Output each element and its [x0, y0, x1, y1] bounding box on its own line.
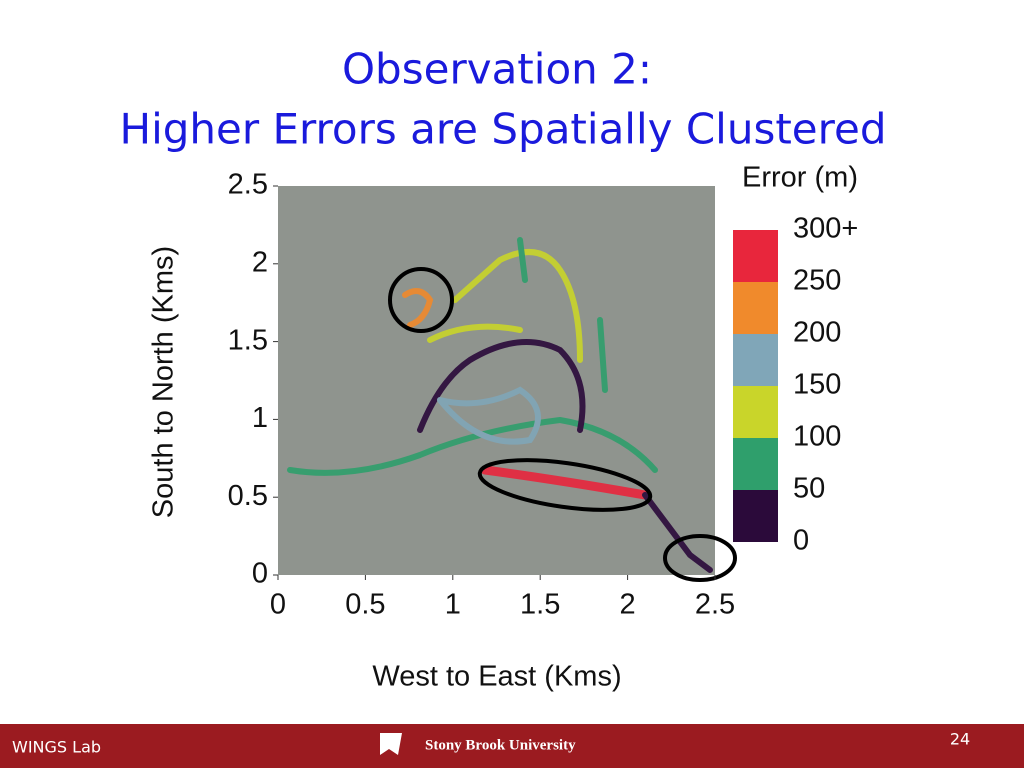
y-tick-label: 1.5	[228, 324, 268, 356]
slide-title: Observation 2:	[342, 45, 652, 94]
colorbar-title: Error (m)	[742, 162, 858, 194]
colorbar-band	[733, 438, 778, 490]
colorbar-label: 0	[793, 525, 809, 557]
footer-center: Stony Brook University	[425, 737, 576, 753]
y-axis-label: South to North (Kms)	[148, 246, 180, 518]
x-tick-label: 0.5	[345, 589, 385, 621]
colorbar-band	[733, 334, 778, 386]
colorbar-band	[733, 386, 778, 438]
colorbar-label: 100	[793, 421, 841, 453]
colorbar-label: 200	[793, 317, 841, 349]
y-tick-label: 0	[252, 558, 268, 590]
x-tick-label: 2.5	[695, 589, 735, 621]
x-tick-label: 1.5	[520, 589, 560, 621]
colorbar-label: 300+	[793, 213, 858, 245]
colorbar-label: 250	[793, 265, 841, 297]
x-tick-label: 1	[445, 589, 461, 621]
y-tick-label: 2	[252, 246, 268, 278]
x-axis-label: West to East (Kms)	[372, 661, 621, 693]
x-tick-label: 0	[270, 589, 286, 621]
y-tick-label: 0.5	[228, 480, 268, 512]
footer-bar	[0, 724, 1024, 768]
colorbar-band	[733, 282, 778, 334]
colorbar-label: 150	[793, 369, 841, 401]
map-background	[278, 186, 737, 582]
university-logo	[380, 733, 402, 755]
y-tick-label: 1	[252, 402, 268, 434]
colorbar-label: 50	[793, 473, 825, 505]
slide-title: Higher Errors are Spatially Clustered	[120, 105, 887, 154]
page-number: 24	[950, 730, 970, 749]
y-tick-label: 2.5	[228, 169, 268, 201]
colorbar-band	[733, 490, 778, 542]
colorbar-band	[733, 230, 778, 282]
x-tick-label: 2	[620, 589, 636, 621]
footer-left: WINGS Lab	[12, 738, 101, 757]
